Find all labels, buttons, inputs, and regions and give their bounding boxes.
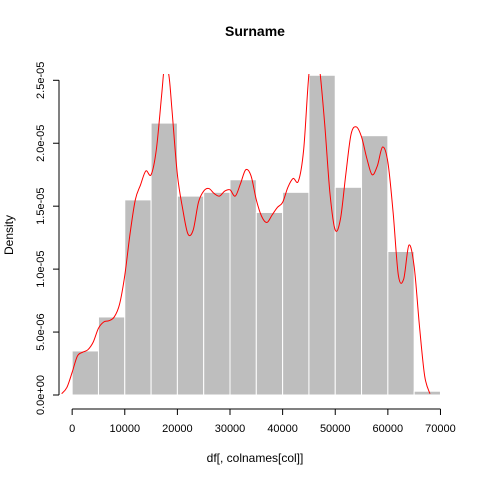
chart-title: Surname (225, 23, 285, 39)
x-tick-label: 10000 (109, 423, 140, 435)
histogram-bar (124, 199, 152, 396)
x-axis-label: df[, colnames[col]] (207, 451, 304, 465)
y-tick-label: 5.0e-06 (35, 313, 47, 350)
x-tick-label: 20000 (162, 423, 193, 435)
y-tick-label: 1.0e-05 (35, 250, 47, 287)
histogram-bar (150, 122, 178, 396)
x-tick-label: 60000 (373, 423, 404, 435)
density-line (61, 74, 431, 395)
histogram-bar (282, 191, 310, 396)
histogram-bar (229, 179, 257, 396)
y-tick-label: 2.0e-05 (35, 125, 47, 162)
histogram-bar (71, 350, 99, 396)
x-tick-label: 40000 (267, 423, 298, 435)
y-tick-label: 2.5e-05 (35, 62, 47, 99)
histogram-bar (176, 195, 205, 396)
x-axis: 0 10000 20000 30000 40000 50000 60000 70000 (69, 408, 456, 435)
y-tick-label: 1.5e-05 (35, 188, 47, 225)
y-tick-label: 0.0e+00 (35, 375, 47, 415)
y-axis-label: Density (2, 215, 16, 255)
histogram-bar (334, 186, 363, 396)
x-tick-label: 50000 (320, 423, 351, 435)
histogram-bar (413, 390, 441, 396)
y-axis: 0.0e+00 5.0e-06 1.0e-05 1.5e-05 2.0e-05 2.5e-… (35, 62, 60, 415)
x-tick-label: 70000 (425, 423, 456, 435)
histogram-bar (361, 135, 389, 396)
histogram-bar (308, 74, 336, 396)
histogram-bar (387, 250, 415, 396)
histogram-bar (203, 191, 231, 396)
x-tick-label: 30000 (215, 423, 246, 435)
histogram-bar (255, 211, 284, 396)
x-tick-label: 0 (69, 423, 75, 435)
histogram-bar (97, 316, 126, 396)
histogram-bars (71, 74, 441, 396)
